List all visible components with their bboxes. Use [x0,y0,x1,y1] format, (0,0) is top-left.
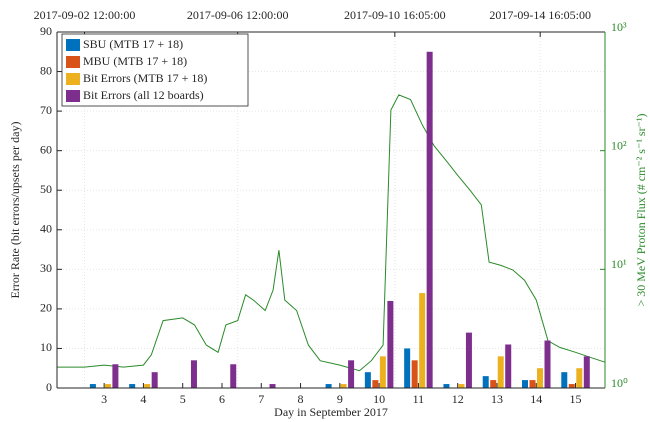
y2-tick-label: 10⁰ [611,376,628,390]
x-axis-label: Day in September 2017 [274,405,388,419]
bar [348,360,355,388]
bar [269,384,276,388]
x-tick-label: 5 [180,392,186,406]
legend-swatch [66,56,80,68]
y-tick-label: 60 [40,142,52,156]
legend-box [61,33,249,107]
legend-label: Bit Errors (MTB 17 + 18) [83,71,207,85]
y-tick-label: 40 [40,222,52,236]
bar [544,340,551,388]
x2-tick-label: 2017-09-14 16:05:00 [489,8,591,22]
bar [190,360,197,388]
bar [576,368,583,388]
x-tick-label: 10 [373,392,385,406]
y-tick-label: 20 [40,301,52,315]
bar [419,293,426,388]
y-tick-label: 0 [46,380,52,394]
bar [458,384,465,388]
x-tick-label: 3 [101,392,107,406]
bar [482,376,489,388]
legend-label: SBU (MTB 17 + 18) [83,37,183,51]
bar [497,356,504,388]
bar [529,380,536,388]
bar [89,384,96,388]
bar [372,380,379,388]
bar [568,384,575,388]
x-tick-label: 13 [491,392,503,406]
y-axis-label: Error Rate (bit errors/upsets per day) [8,122,22,299]
y-tick-label: 70 [40,103,52,117]
y2-tick-label: 10³ [611,20,627,34]
y2-tick-label: 10² [611,138,627,152]
bar [387,300,394,388]
bar [411,360,418,388]
x-tick-label: 6 [219,392,225,406]
bar [490,380,497,388]
bar [537,368,544,388]
bar [561,372,568,388]
x-tick-label: 14 [530,392,542,406]
y-tick-label: 80 [40,63,52,77]
bar [340,384,347,388]
x-tick-label: 15 [570,392,582,406]
bar [583,356,590,388]
x2-tick-label: 2017-09-02 12:00:00 [34,8,136,22]
x-tick-label: 4 [140,392,146,406]
bar [325,384,332,388]
bar [144,384,151,388]
bar [379,356,386,388]
x2-tick-label: 2017-09-06 12:00:00 [187,8,289,22]
x-tick-label: 11 [413,392,425,406]
flux-line [57,94,606,372]
y-tick-label: 50 [40,182,52,196]
y-tick-label: 30 [40,261,52,275]
bar [112,364,119,388]
x-tick-label: 7 [258,392,264,406]
legend-label: MBU (MTB 17 + 18) [83,54,187,68]
x-tick-label: 9 [337,392,343,406]
x2-tick-label: 2017-09-10 16:05:00 [344,8,446,22]
bar [522,380,529,388]
bar [151,372,158,388]
x-tick-label: 8 [298,392,304,406]
bar [465,332,472,388]
legend-swatch [66,39,80,51]
bar [230,364,237,388]
legend-label: Bit Errors (all 12 boards) [83,88,204,102]
x-tick-label: 12 [452,392,464,406]
bar [129,384,136,388]
legend-swatch [66,90,80,102]
legend-swatch [66,73,80,85]
bar [404,348,411,388]
bar [426,51,433,389]
y2-tick-label: 10¹ [611,257,627,271]
bar [505,344,512,388]
y-tick-label: 90 [40,24,52,38]
bar [443,384,450,388]
y2-axis-label: > 30 MeV Proton Flux (# cm⁻² s⁻¹ sr⁻¹) [634,113,648,306]
bar [104,384,111,388]
y-tick-label: 10 [40,340,52,354]
bar [364,372,371,388]
